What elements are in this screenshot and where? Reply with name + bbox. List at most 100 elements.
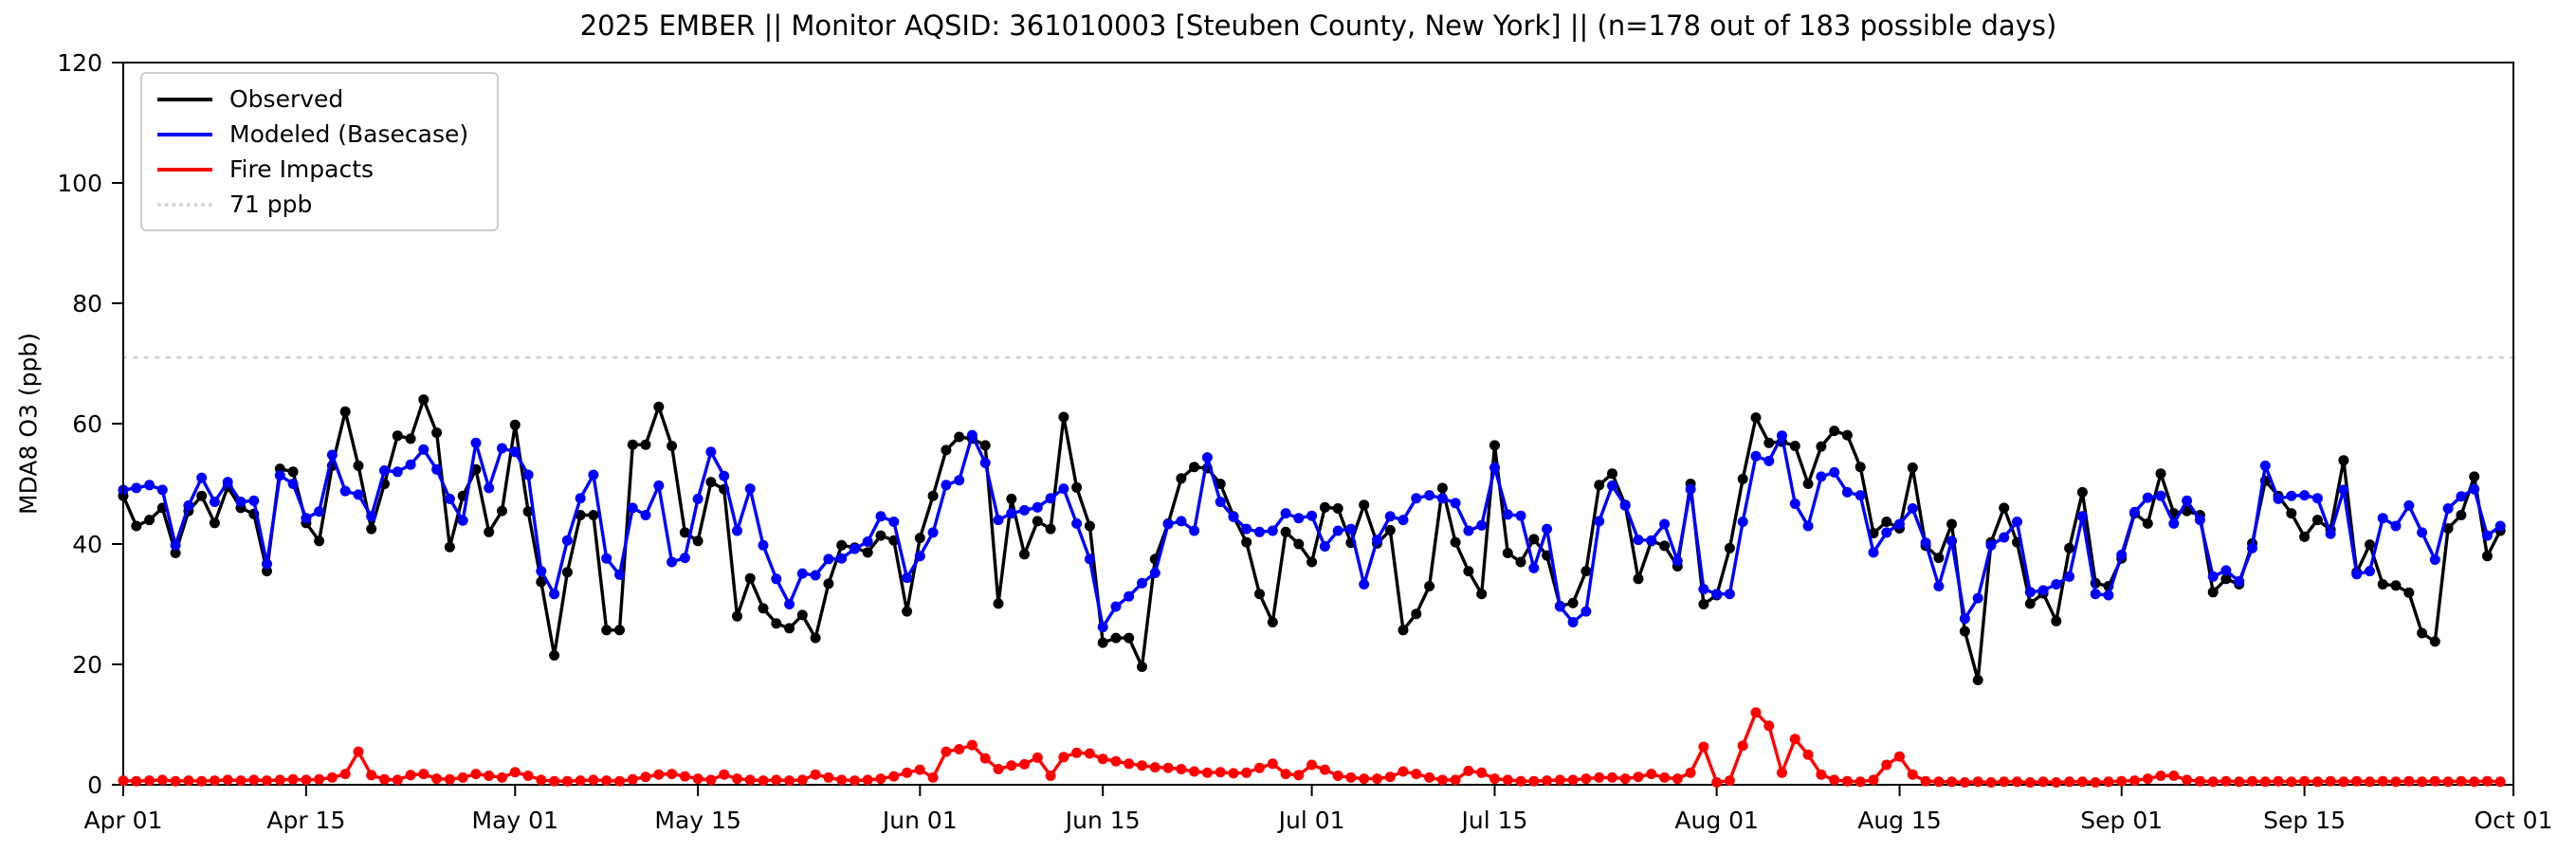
data-point <box>561 535 573 546</box>
data-point <box>1293 513 1305 524</box>
data-point <box>862 547 873 558</box>
data-point <box>653 401 665 412</box>
data-point <box>758 603 769 614</box>
data-point <box>2012 517 2022 527</box>
data-point <box>1176 516 1187 527</box>
data-point <box>1071 517 1083 529</box>
data-point <box>1071 747 1083 758</box>
data-point <box>1933 553 1945 564</box>
data-point <box>2051 777 2062 788</box>
data-point <box>1319 541 1330 552</box>
data-point <box>2051 579 2062 590</box>
data-point <box>796 609 808 621</box>
data-point <box>209 517 220 529</box>
data-point <box>993 598 1004 609</box>
data-point <box>2442 523 2454 534</box>
y-tick-label: 120 <box>57 49 102 77</box>
threshold-dotted-swatch <box>157 202 212 207</box>
data-point <box>758 539 769 551</box>
data-point <box>1567 617 1579 627</box>
data-point <box>2481 775 2493 787</box>
data-point <box>902 572 913 584</box>
data-point <box>1345 523 1357 535</box>
data-point <box>2037 776 2049 788</box>
data-point <box>2207 571 2219 582</box>
data-point <box>1476 767 1488 778</box>
data-point <box>287 466 299 478</box>
data-point <box>979 753 991 764</box>
data-point <box>2286 776 2297 788</box>
data-point <box>2220 565 2232 576</box>
data-point <box>1999 776 2010 788</box>
data-point <box>771 618 782 629</box>
data-point <box>2194 515 2205 526</box>
data-point <box>744 572 756 584</box>
data-point <box>2403 499 2415 511</box>
data-point <box>457 515 468 526</box>
data-point <box>1280 508 1291 519</box>
data-point <box>470 769 482 780</box>
data-point <box>2129 775 2140 787</box>
data-point <box>2155 490 2166 501</box>
data-point <box>1228 768 1239 779</box>
data-point <box>1006 760 1017 771</box>
data-point <box>1881 517 1892 527</box>
data-point <box>823 554 834 565</box>
data-point <box>2481 530 2493 541</box>
data-point <box>810 632 821 644</box>
data-point <box>1176 764 1187 774</box>
data-point <box>2142 773 2153 785</box>
data-point <box>1542 775 1553 787</box>
data-point <box>1463 566 1474 577</box>
data-point <box>2338 455 2349 466</box>
data-point <box>927 490 939 501</box>
legend-item-fire-impacts: Fire Impacts <box>142 152 497 187</box>
data-point <box>1084 520 1095 532</box>
data-point <box>1789 734 1800 745</box>
data-point <box>692 493 703 504</box>
x-tick-label: Jun 01 <box>881 807 958 834</box>
data-point <box>248 774 260 786</box>
data-point <box>1502 509 1513 520</box>
data-point <box>549 589 560 600</box>
data-point <box>1594 771 1605 783</box>
data-point <box>902 606 913 617</box>
data-point <box>2417 776 2428 788</box>
data-point <box>392 774 403 786</box>
data-point <box>536 774 547 786</box>
data-point <box>575 775 586 787</box>
data-point <box>771 573 782 585</box>
data-point <box>1789 499 1800 509</box>
data-point <box>497 771 507 783</box>
data-point <box>2429 554 2440 565</box>
data-point <box>2037 585 2049 596</box>
data-point <box>1436 482 1448 494</box>
data-point <box>2064 571 2075 582</box>
data-point <box>131 520 142 532</box>
data-point <box>2494 520 2506 532</box>
data-point <box>1946 518 1958 530</box>
data-point <box>1215 767 1226 778</box>
data-point <box>601 775 612 787</box>
data-point <box>1045 771 1056 781</box>
data-point <box>366 523 377 535</box>
data-point <box>484 482 495 494</box>
data-point <box>1985 777 1997 788</box>
data-point <box>1894 751 1905 762</box>
data-point <box>2064 542 2075 554</box>
data-point <box>1162 762 1174 773</box>
data-point <box>509 446 521 458</box>
data-point <box>1841 429 1853 441</box>
observed-line-swatch <box>157 97 212 101</box>
data-point <box>431 773 443 785</box>
data-point <box>326 771 338 783</box>
series-fire-impacts <box>118 707 2506 788</box>
data-point <box>1097 753 1108 765</box>
data-point <box>1999 532 2010 543</box>
data-point <box>1920 537 1931 549</box>
data-point <box>719 470 730 481</box>
data-point <box>1580 566 1592 577</box>
data-point <box>2129 506 2140 517</box>
data-point <box>744 774 756 786</box>
data-point <box>1829 426 1840 437</box>
